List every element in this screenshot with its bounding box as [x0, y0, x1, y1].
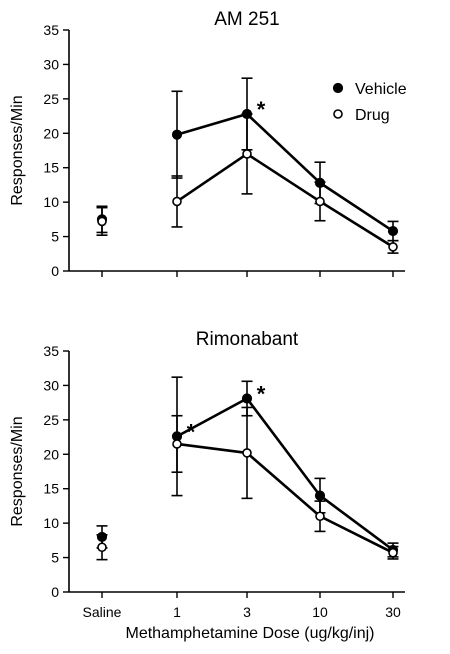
chart-title: AM 251 [214, 9, 279, 30]
y-axis-label: Responses/Min [9, 95, 26, 205]
x-tick-label: Saline [83, 604, 122, 620]
series-line [176, 442, 394, 554]
x-axis-label: Methamphetamine Dose (ug/kg/inj) [125, 625, 374, 642]
y-tick-label: 20 [43, 446, 59, 462]
y-tick-label: 5 [51, 229, 59, 245]
y-tick-label: 30 [43, 56, 59, 72]
series-drug [96, 406, 399, 561]
significance-marker: * [187, 419, 196, 444]
chart-panel-2: Rimonabant 0 5 10 15 20 25 30 35 Responses/Min Sal… [9, 329, 405, 642]
y-tick-label: 15 [43, 160, 59, 176]
legend: Vehicle Drug [332, 81, 407, 124]
y-tick-label: 10 [43, 515, 59, 531]
data-point [242, 149, 252, 159]
series-line [176, 112, 394, 233]
series-line [176, 152, 394, 249]
data-point [241, 393, 253, 404]
data-point [171, 129, 183, 140]
data-point [388, 242, 398, 252]
data-point [387, 225, 399, 237]
y-tick-label: 30 [43, 377, 59, 393]
data-point [388, 547, 398, 558]
y-tick-label: 25 [43, 412, 59, 428]
legend-label: Drug [355, 107, 390, 124]
data-point [97, 216, 107, 227]
significance-marker: * [257, 97, 266, 122]
y-axis-label: Responses/Min [9, 416, 26, 526]
y-tick-label: 5 [51, 550, 59, 566]
y-tick-label: 10 [43, 194, 59, 210]
data-point [315, 511, 325, 522]
x-tick-label: 1 [173, 604, 181, 620]
chart-title: Rimonabant [196, 329, 299, 350]
y-tick-label: 35 [43, 22, 59, 38]
series-line [176, 397, 394, 552]
y-tick-label: 20 [43, 125, 59, 141]
y-tick-label: 15 [43, 481, 59, 497]
data-point [172, 196, 182, 207]
significance-marker: * [257, 382, 266, 407]
data-point [314, 490, 326, 501]
x-tick-label: 3 [243, 604, 251, 620]
legend-label: Vehicle [355, 81, 407, 98]
data-point [97, 542, 107, 553]
y-tick-label: 25 [43, 91, 59, 107]
chart-panel-1: AM 251 0 5 10 15 20 25 30 35 Responses/Min * Vehicl… [9, 9, 407, 279]
data-point [242, 448, 252, 458]
data-point [172, 439, 182, 449]
y-tick-label: 0 [51, 263, 59, 279]
series-drug [96, 113, 399, 254]
y-tick-label: 0 [51, 584, 59, 600]
legend-marker [333, 109, 343, 119]
x-tick-label: 30 [385, 604, 401, 620]
legend-marker [332, 82, 344, 94]
y-tick-label: 35 [43, 343, 59, 359]
data-point [315, 196, 325, 207]
x-tick-label: 10 [312, 604, 328, 620]
